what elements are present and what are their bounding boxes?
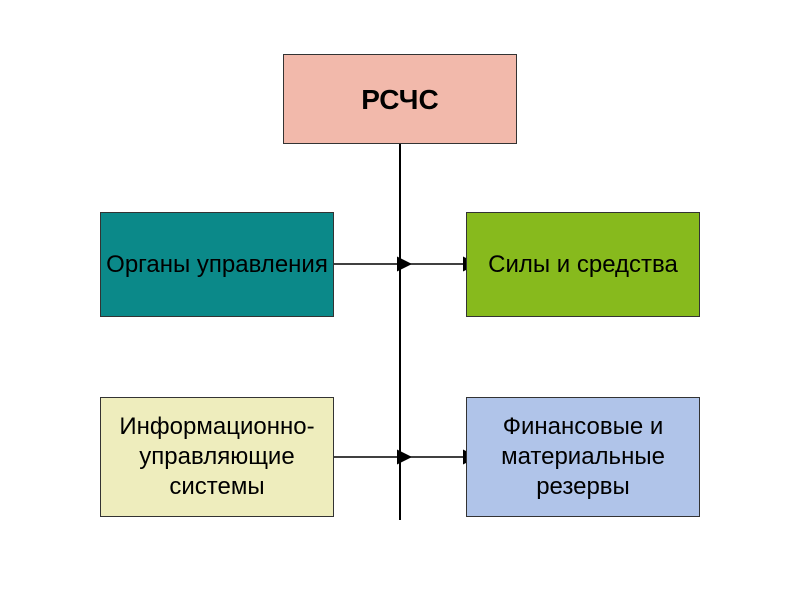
node-financial-reserves: Финансовые и материальные резервы [466,397,700,517]
node-root-label: РСЧС [361,82,438,117]
node-management-bodies: Органы управления [100,212,334,317]
node-root: РСЧС [283,54,517,144]
node-label: Органы управления [106,250,328,280]
node-info-systems: Информационно-управляющие системы [100,397,334,517]
node-label: Силы и средства [488,250,678,280]
node-forces-means: Силы и средства [466,212,700,317]
node-label: Финансовые и материальные резервы [467,412,699,502]
node-label: Информационно-управляющие системы [101,412,333,502]
org-diagram: РСЧС Органы управления Силы и средства И… [0,0,800,600]
